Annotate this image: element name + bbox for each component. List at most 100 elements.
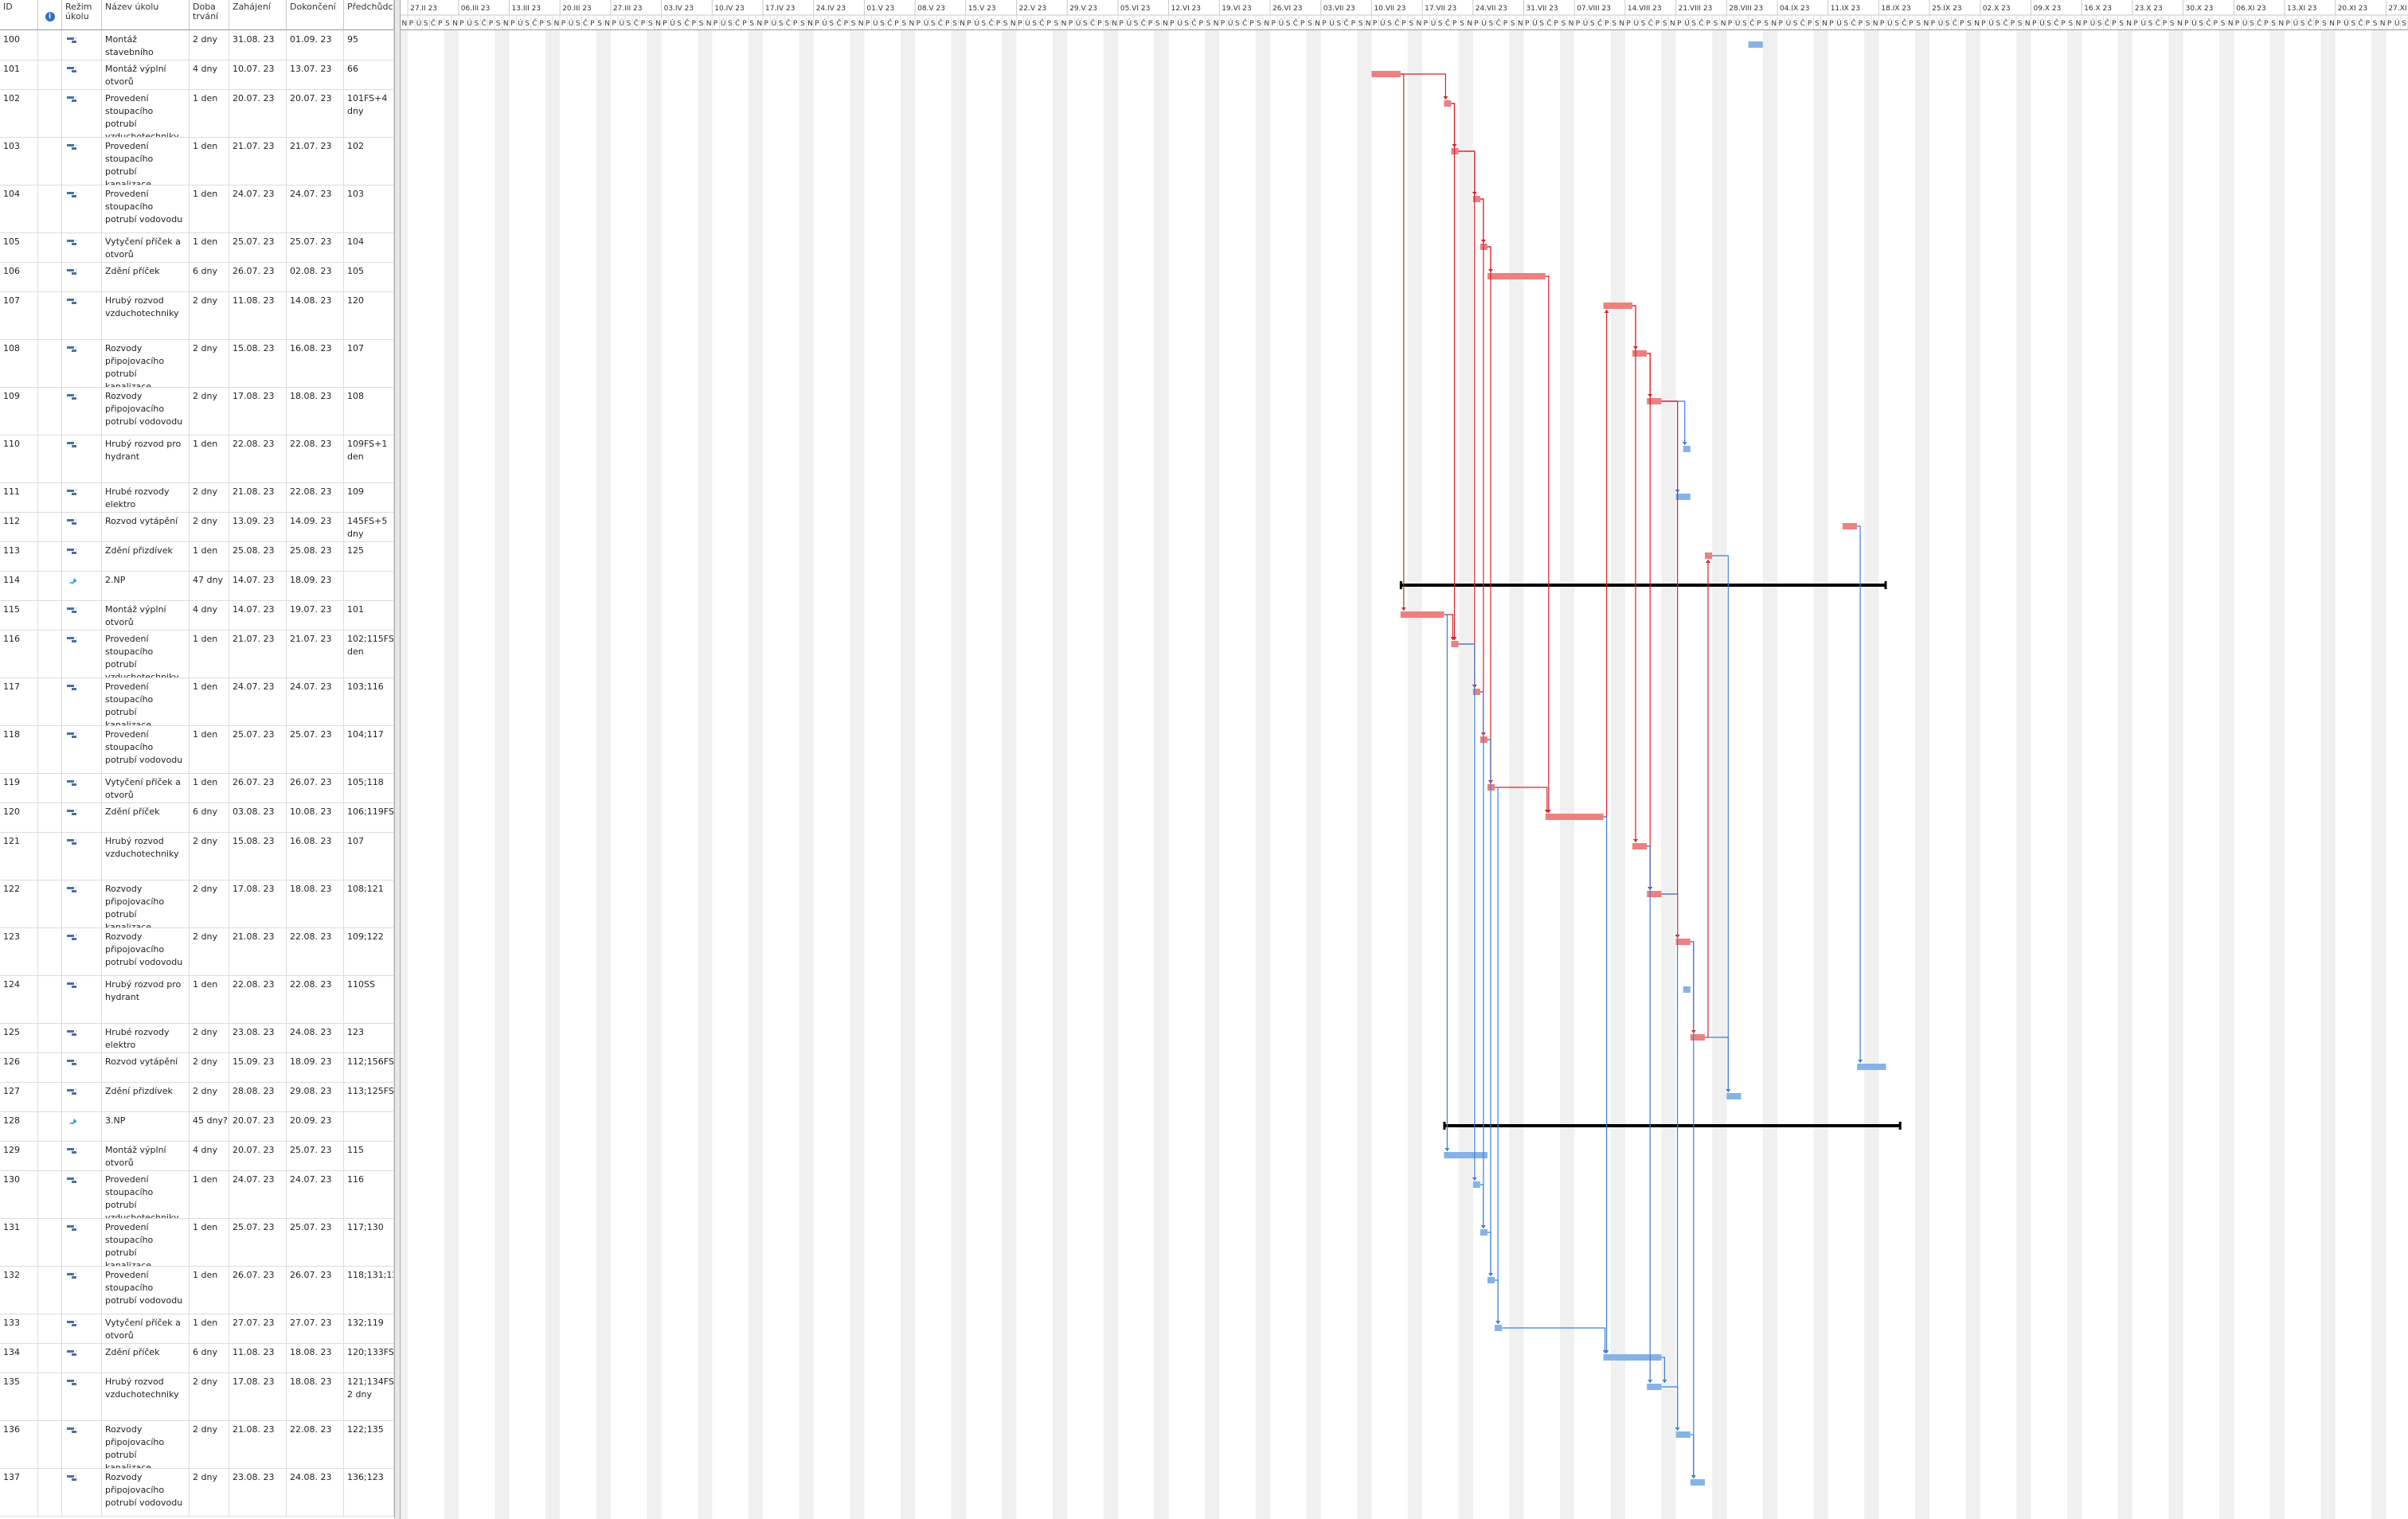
task-id[interactable]: 111 <box>0 482 38 512</box>
table-row[interactable]: 117 Provedení stoupacího potrubí kanaliza… <box>0 677 394 726</box>
column-header-info[interactable]: i <box>38 0 62 30</box>
critical-task-bar[interactable] <box>1647 891 1662 897</box>
task-predecessors[interactable]: 103;116 <box>344 677 394 725</box>
critical-task-bar[interactable] <box>1690 1034 1705 1041</box>
task-duration[interactable]: 2 dny <box>190 291 229 339</box>
task-start[interactable]: 11.08. 23 <box>229 291 287 339</box>
table-row[interactable]: 131 Provedení stoupacího potrubí kanaliza… <box>0 1218 394 1267</box>
task-name[interactable]: Provedení stoupacího potrubí vodovodu <box>102 725 190 773</box>
table-row[interactable]: 114 2.NP 47 dny 14.07. 23 18.09. 23 <box>0 571 394 601</box>
column-header-finish[interactable]: Dokončení <box>287 0 344 30</box>
task-start[interactable]: 15.08. 23 <box>229 832 287 880</box>
table-row[interactable]: 119 Vytyčení příček a otvorů 1 den 26.07. 2… <box>0 773 394 803</box>
task-finish[interactable]: 18.08. 23 <box>287 1373 344 1420</box>
task-id[interactable]: 117 <box>0 677 38 725</box>
table-row[interactable]: 128 3.NP 45 dny? 20.07. 23 20.09. 23 <box>0 1111 394 1142</box>
task-duration[interactable]: 2 dny <box>190 30 229 60</box>
task-mode-cell[interactable] <box>62 435 102 482</box>
task-mode-cell[interactable] <box>62 60 102 89</box>
table-row[interactable]: 124 Hrubý rozvod pro hydrant 1 den 22.08. 2… <box>0 975 394 1024</box>
table-row[interactable]: 103 Provedení stoupacího potrubí kanaliza… <box>0 137 394 185</box>
task-name[interactable]: Rozvody připojovacího potrubí vodovodu <box>102 1468 190 1516</box>
task-predecessors[interactable]: 109FS+1 den <box>344 435 394 482</box>
task-start[interactable]: 25.08. 23 <box>229 541 287 571</box>
task-id[interactable]: 118 <box>0 725 38 773</box>
task-predecessors[interactable]: 103 <box>344 185 394 232</box>
task-finish[interactable]: 26.07. 23 <box>287 773 344 802</box>
task-start[interactable]: 10.07. 23 <box>229 60 287 89</box>
column-header-duration[interactable]: Doba trvání <box>190 0 229 30</box>
task-predecessors[interactable]: 136;123 <box>344 1468 394 1516</box>
task-mode-cell[interactable] <box>62 1420 102 1468</box>
task-id[interactable]: 134 <box>0 1343 38 1373</box>
table-row[interactable]: 137 Rozvody připojovacího potrubí vodovod… <box>0 1468 394 1517</box>
table-row[interactable]: 112 Rozvod vytápění 2 dny 13.09. 23 14.09. 2… <box>0 512 394 542</box>
task-mode-cell[interactable] <box>62 1052 102 1082</box>
task-mode-cell[interactable] <box>62 291 102 339</box>
task-finish[interactable]: 16.08. 23 <box>287 832 344 880</box>
task-name[interactable]: Montáž výplní otvorů <box>102 600 190 630</box>
task-mode-cell[interactable] <box>62 232 102 262</box>
task-name[interactable]: Montáž výplní otvorů <box>102 60 190 89</box>
critical-task-bar[interactable] <box>1603 303 1632 309</box>
task-predecessors[interactable]: 116 <box>344 1170 394 1218</box>
task-duration[interactable]: 2 dny <box>190 482 229 512</box>
task-name[interactable]: Provedení stoupacího potrubí vzduchotech… <box>102 89 190 137</box>
task-name[interactable]: Zdění příček <box>102 262 190 291</box>
task-predecessors[interactable]: 112;156FS+1 <box>344 1052 394 1082</box>
split-bar[interactable] <box>394 0 401 1519</box>
task-bar[interactable] <box>1647 1384 1662 1390</box>
task-duration[interactable]: 2 dny <box>190 512 229 541</box>
table-row[interactable]: 123 Rozvody připojovacího potrubí vodovod… <box>0 927 394 976</box>
task-finish[interactable]: 24.07. 23 <box>287 677 344 725</box>
task-mode-cell[interactable] <box>62 677 102 725</box>
task-id[interactable]: 127 <box>0 1082 38 1111</box>
task-predecessors[interactable]: 95 <box>344 30 394 60</box>
task-finish[interactable]: 18.09. 23 <box>287 1052 344 1082</box>
task-start[interactable]: 26.07. 23 <box>229 262 287 291</box>
task-finish[interactable]: 24.08. 23 <box>287 1468 344 1516</box>
task-mode-cell[interactable] <box>62 1111 102 1141</box>
task-predecessors[interactable]: 120 <box>344 291 394 339</box>
task-start[interactable]: 17.08. 23 <box>229 387 287 435</box>
task-predecessors[interactable]: 104;117 <box>344 725 394 773</box>
task-mode-cell[interactable] <box>62 482 102 512</box>
task-finish[interactable]: 18.08. 23 <box>287 1343 344 1373</box>
task-name[interactable]: Rozvod vytápění <box>102 512 190 541</box>
task-predecessors[interactable]: 101 <box>344 600 394 630</box>
task-mode-cell[interactable] <box>62 975 102 1023</box>
table-row[interactable]: 135 Hrubý rozvod vzduchotechniky 2 dny 17.0… <box>0 1373 394 1421</box>
task-predecessors[interactable]: 106;119FS+5 <box>344 802 394 832</box>
task-name[interactable]: Rozvody připojovacího potrubí kanalizace <box>102 1420 190 1468</box>
task-mode-cell[interactable] <box>62 30 102 60</box>
task-start[interactable]: 27.07. 23 <box>229 1314 287 1343</box>
task-duration[interactable]: 2 dny <box>190 880 229 927</box>
task-finish[interactable]: 22.08. 23 <box>287 435 344 482</box>
critical-task-bar[interactable] <box>1487 273 1546 279</box>
task-bar[interactable] <box>1683 446 1691 452</box>
table-row[interactable]: 105 Vytyčení příček a otvorů 1 den 25.07. 2… <box>0 232 394 263</box>
task-mode-cell[interactable] <box>62 773 102 802</box>
table-row[interactable]: 118 Provedení stoupacího potrubí vodovodu… <box>0 725 394 774</box>
task-duration[interactable]: 1 den <box>190 975 229 1023</box>
task-id[interactable]: 104 <box>0 185 38 232</box>
task-id[interactable]: 115 <box>0 600 38 630</box>
task-mode-cell[interactable] <box>62 1266 102 1314</box>
task-finish[interactable]: 25.07. 23 <box>287 232 344 262</box>
column-header-start[interactable]: Zahájení <box>229 0 287 30</box>
task-bar[interactable] <box>1444 1152 1487 1158</box>
task-finish[interactable]: 16.08. 23 <box>287 339 344 387</box>
column-header-predecessors[interactable]: Předchůdci <box>344 0 394 30</box>
task-start[interactable]: 20.07. 23 <box>229 1111 287 1141</box>
task-start[interactable]: 31.08. 23 <box>229 30 287 60</box>
table-row[interactable]: 134 Zdění příček 6 dny 11.08. 23 18.08. 23 12… <box>0 1343 394 1373</box>
task-mode-cell[interactable] <box>62 1343 102 1373</box>
task-name[interactable]: Provedení stoupacího potrubí kanalizace <box>102 677 190 725</box>
task-duration[interactable]: 1 den <box>190 232 229 262</box>
task-name[interactable]: Hrubý rozvod pro hydrant <box>102 975 190 1023</box>
table-row[interactable]: 133 Vytyčení příček a otvorů 1 den 27.07. 2… <box>0 1314 394 1344</box>
task-finish[interactable]: 25.07. 23 <box>287 725 344 773</box>
task-start[interactable]: 20.07. 23 <box>229 89 287 137</box>
table-row[interactable]: 132 Provedení stoupacího potrubí vodovodu… <box>0 1266 394 1314</box>
task-finish[interactable]: 20.09. 23 <box>287 1111 344 1141</box>
